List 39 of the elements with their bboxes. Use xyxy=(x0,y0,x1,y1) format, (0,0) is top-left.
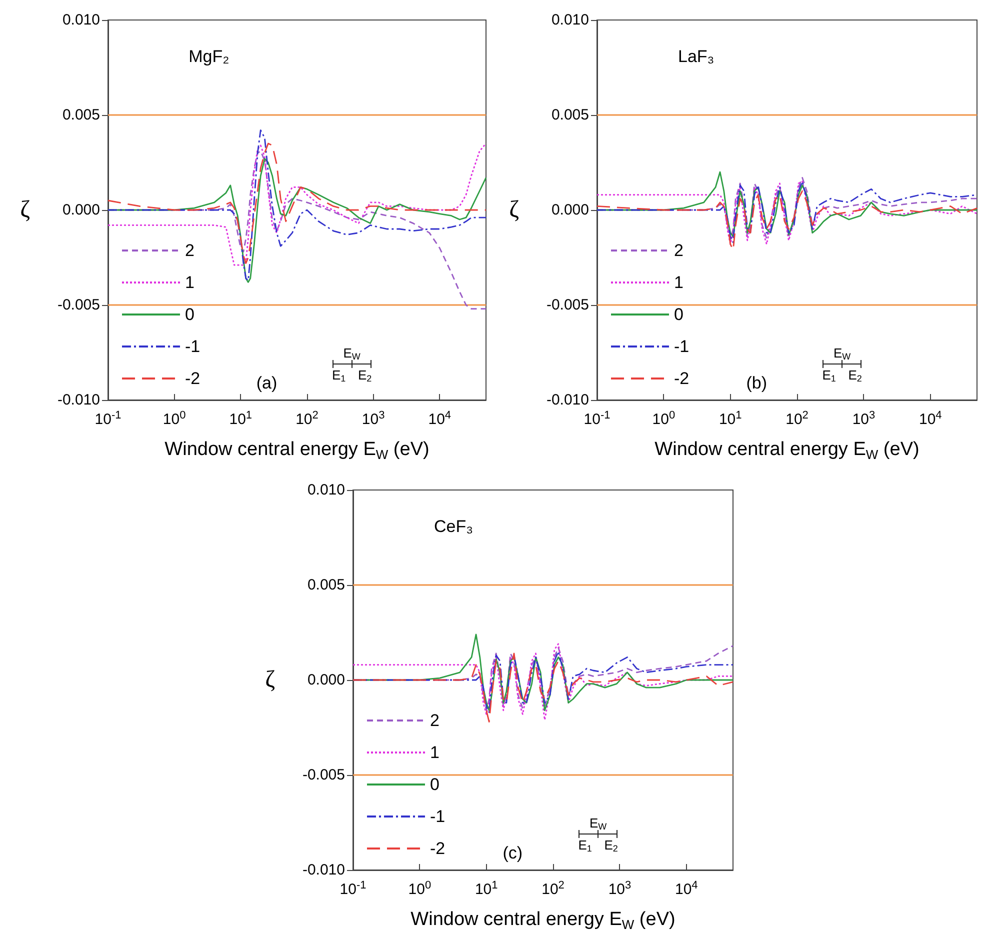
y-tick-label: -0.010 xyxy=(57,392,100,408)
y-tick-label: 0.010 xyxy=(307,482,345,498)
y-tick-label: -0.010 xyxy=(302,862,345,878)
legend-label: 2 xyxy=(185,241,194,260)
text: LaF₃ xyxy=(678,46,714,66)
legend-label: -1 xyxy=(430,807,446,826)
annotation: (a) xyxy=(256,373,278,392)
legend-label: -2 xyxy=(185,369,200,388)
text: MgF₂ xyxy=(188,46,230,66)
y-tick-label: -0.005 xyxy=(57,296,100,314)
legend-label: 1 xyxy=(185,273,194,292)
legend-label: 2 xyxy=(674,241,684,260)
y-tick-label: 0.005 xyxy=(551,106,589,124)
y-tick-label: -0.005 xyxy=(302,766,345,784)
legend-label: -2 xyxy=(430,839,446,858)
legend-label: 2 xyxy=(430,711,440,730)
y-tick-label: 0.005 xyxy=(62,106,100,124)
legend-label: 0 xyxy=(674,305,684,324)
y-tick-label: 0.000 xyxy=(307,672,345,688)
y-tick-label: 0.005 xyxy=(307,576,345,594)
y-axis-title: ζ xyxy=(509,197,520,223)
legend-label: -1 xyxy=(674,337,690,356)
y-axis-title: ζ xyxy=(265,667,276,693)
y-axis-title: ζ xyxy=(20,197,30,223)
legend-label: -1 xyxy=(185,337,200,356)
legend-label: -2 xyxy=(674,369,690,388)
legend-label: 0 xyxy=(430,775,440,794)
y-tick-label: 0.000 xyxy=(62,202,100,218)
legend-label: 0 xyxy=(185,305,194,324)
legend-label: 1 xyxy=(430,743,440,762)
annotation: (c) xyxy=(502,843,523,862)
y-tick-label: -0.005 xyxy=(546,296,589,314)
y-tick-label: 0.010 xyxy=(62,12,100,28)
y-tick-label: 0.010 xyxy=(551,12,589,28)
y-tick-label: -0.010 xyxy=(546,392,589,408)
legend-label: 1 xyxy=(674,273,684,292)
annotation: (b) xyxy=(746,373,767,392)
y-tick-label: 0.000 xyxy=(551,202,589,218)
text: CeF₃ xyxy=(434,516,474,536)
